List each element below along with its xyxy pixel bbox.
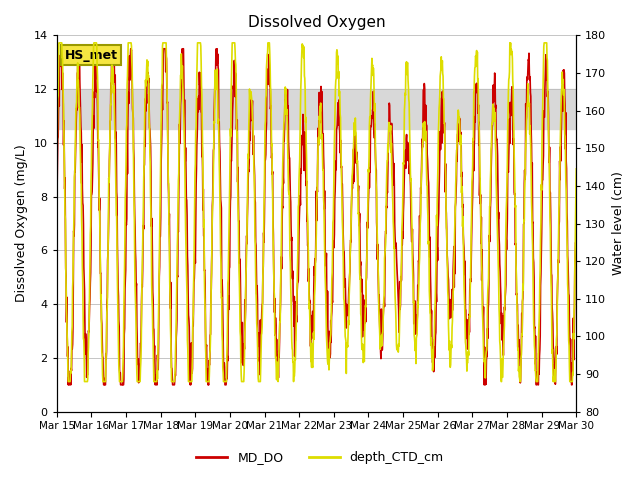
Y-axis label: Dissolved Oxygen (mg/L): Dissolved Oxygen (mg/L) [15, 144, 28, 302]
Bar [57, 89, 576, 130]
Legend: MD_DO, depth_CTD_cm: MD_DO, depth_CTD_cm [191, 446, 449, 469]
Text: HS_met: HS_met [65, 48, 118, 61]
Y-axis label: Water level (cm): Water level (cm) [612, 171, 625, 276]
Title: Dissolved Oxygen: Dissolved Oxygen [248, 15, 385, 30]
